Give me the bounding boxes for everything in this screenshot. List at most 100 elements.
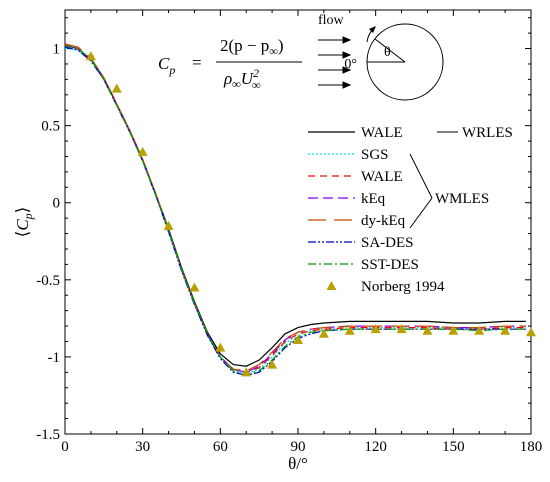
data-point-triangle — [85, 51, 96, 61]
x-tick-label: 0 — [61, 439, 69, 455]
x-tick-label: 90 — [291, 439, 306, 455]
flow-arrowhead-4 — [342, 81, 352, 89]
series-dy-keq-4 — [64, 43, 526, 372]
legend-item-keq-3: kEq — [308, 191, 386, 207]
series-sgs-1 — [64, 47, 526, 375]
y-tick-label: 0 — [53, 196, 61, 212]
legend-label: Norberg 1994 — [361, 279, 445, 295]
formula-lhs-sub: p — [168, 63, 175, 77]
series-line — [64, 43, 526, 372]
plot-frame — [64, 9, 532, 435]
x-axis: 0 30 60 90 120 150 180 — [61, 10, 542, 455]
y-axis: -1.5 -1 -0.5 0 0.5 1 — [36, 17, 531, 443]
flow-arrows — [318, 36, 352, 89]
legend-item-sst-des-6: SST-DES — [308, 257, 419, 273]
flow-arrowhead-3 — [342, 66, 352, 74]
data-point-triangle — [370, 324, 381, 334]
flow-schematic: flow 0° θ — [318, 13, 444, 101]
y-axis-title-close: ⟩ — [13, 207, 32, 214]
data-point-triangle — [448, 325, 459, 335]
series-line — [64, 46, 526, 377]
legend-label: kEq — [361, 191, 386, 207]
group-label-wmles: WMLES — [435, 191, 489, 207]
x-axis-title: θ/° — [288, 454, 308, 473]
y-axis-title-c: C — [13, 219, 32, 231]
data-point-triangle — [189, 282, 200, 292]
x-tick-label: 30 — [135, 439, 150, 455]
legend-item-norberg-1994-7: Norberg 1994 — [326, 279, 445, 295]
series-line — [64, 44, 526, 375]
zero-degree-label: 0° — [344, 57, 357, 72]
formula-lhs: Cp — [158, 54, 175, 77]
formula-num-close: ) — [278, 36, 284, 55]
formula-denominator: ρ∞U2 ∞ — [223, 66, 261, 92]
y-tick-label: -1 — [48, 350, 61, 366]
series-sa-des-5 — [64, 46, 526, 377]
data-point-triangle — [137, 146, 148, 156]
x-tick-label: 120 — [364, 439, 387, 455]
theta-label: θ — [384, 45, 391, 60]
legend-label: SST-DES — [361, 257, 419, 273]
legend-label: WALE — [361, 125, 403, 141]
series-layer — [64, 43, 536, 377]
legend-item-wale-0: WALE — [308, 125, 403, 141]
legend-item-sgs-1: SGS — [308, 147, 389, 163]
legend-label: SA-DES — [361, 235, 414, 251]
legend: WALE SGS WALE kEq dy-kEq SA-DES SST-DES Norberg… — [308, 125, 513, 295]
data-point-triangle — [474, 325, 485, 335]
data-point-triangle — [241, 367, 252, 377]
formula-den-rho: ρ — [223, 69, 232, 88]
legend-label: dy-kEq — [361, 213, 406, 229]
data-point-triangle — [526, 327, 536, 337]
formula-den-sup: 2 — [253, 66, 259, 80]
wmles-bracket-top — [409, 153, 433, 199]
data-point-triangle — [215, 342, 226, 352]
data-point-triangle — [111, 83, 122, 93]
group-label-wrles: WRLES — [462, 125, 513, 141]
data-point-triangle — [344, 325, 355, 335]
data-point-triangle — [318, 328, 329, 338]
formula-num-main: 2(p − p — [220, 36, 269, 55]
x-tick-label: 180 — [520, 439, 543, 455]
legend-item-sa-des-5: SA-DES — [308, 235, 414, 251]
y-axis-title-sub: p — [21, 213, 35, 220]
y-axis-title-text: ⟨Cp⟩ — [13, 207, 35, 238]
flow-arrowhead-1 — [342, 36, 352, 44]
data-point-triangle — [422, 325, 433, 335]
data-point-triangle — [163, 220, 174, 230]
legend-label: SGS — [361, 147, 389, 163]
cylinder-radius-theta — [374, 38, 406, 63]
data-point-triangle — [293, 334, 303, 344]
flow-arrowhead-2 — [342, 51, 352, 59]
wmles-bracket-bottom — [409, 197, 433, 229]
series-sst-des-6 — [64, 44, 526, 375]
formula-num-sub: ∞ — [269, 44, 278, 58]
legend-item-dy-keq-4: dy-kEq — [308, 213, 406, 229]
series-norberg-1994-7 — [85, 51, 536, 377]
data-point-triangle — [396, 324, 407, 334]
y-tick-label: 1 — [53, 42, 61, 58]
flow-label: flow — [318, 13, 345, 28]
formula-den-u: U — [241, 69, 255, 88]
data-point-triangle — [267, 359, 278, 369]
formula-eq: = — [192, 53, 202, 72]
legend-item-wale-2: WALE — [308, 169, 403, 185]
y-axis-title: ⟨Cp⟩ — [13, 207, 35, 238]
x-tick-label: 60 — [213, 439, 228, 455]
x-tick-label: 150 — [442, 439, 465, 455]
formula-lhs-c: C — [158, 54, 170, 73]
data-point-triangle — [500, 325, 511, 335]
series-line — [64, 47, 526, 375]
legend-swatch-triangle — [326, 281, 337, 290]
cp-formula: Cp = 2(p − p∞) ρ∞U2 ∞ — [158, 36, 302, 92]
theta-arrowhead — [369, 26, 376, 33]
y-tick-label: -0.5 — [36, 273, 60, 289]
formula-den-sub2: ∞ — [252, 78, 261, 92]
formula-den-sub1: ∞ — [232, 77, 241, 91]
formula-numerator: 2(p − p∞) — [220, 36, 283, 58]
legend-label: WALE — [361, 169, 403, 185]
y-tick-label: -1.5 — [36, 427, 60, 443]
y-tick-label: 0.5 — [41, 119, 60, 135]
